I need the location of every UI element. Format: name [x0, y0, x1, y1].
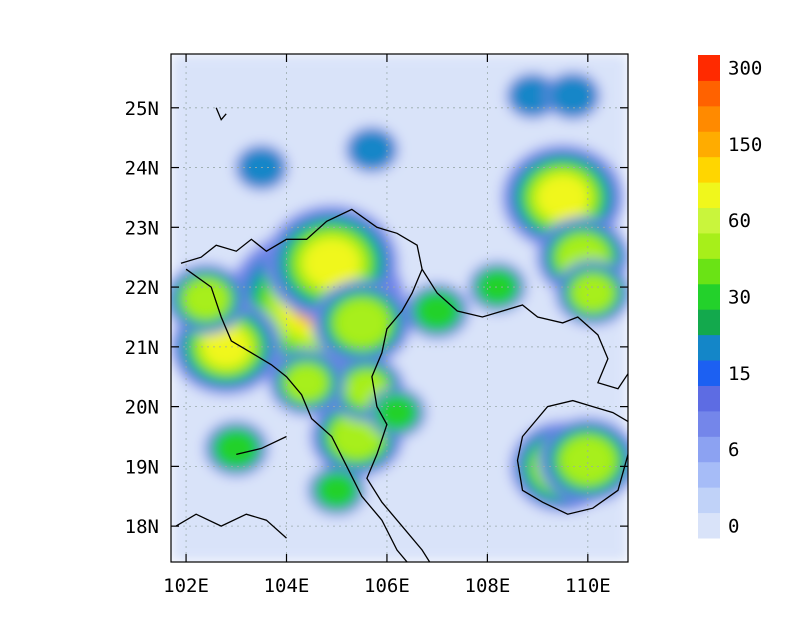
colorbar-swatch — [698, 410, 720, 437]
colorbar-swatch — [698, 105, 720, 132]
colorbar-swatch — [698, 385, 720, 412]
colorbar-label: 300 — [728, 58, 762, 80]
coastlines-borders — [175, 107, 628, 562]
hotspot-ring — [509, 76, 556, 116]
colorbar-swatch — [698, 131, 720, 158]
hotspot-ring — [549, 75, 597, 117]
hotspot-ring — [315, 472, 358, 509]
colorbar-swatch — [698, 182, 720, 209]
colorbar-label: 60 — [728, 210, 751, 232]
plot-frame — [170, 53, 629, 563]
colorbar-label: 6 — [728, 439, 739, 461]
colorbar-swatch — [698, 80, 720, 107]
hotspot-ring — [536, 174, 589, 221]
colorbar-label: 150 — [728, 134, 762, 156]
country-border — [185, 268, 408, 562]
hotspot-ring — [559, 435, 617, 485]
hotspot-ring — [303, 238, 361, 289]
country-border — [175, 513, 287, 539]
hotspot-ring — [213, 428, 260, 469]
vietnam-coastline — [366, 268, 431, 562]
y-tick-label: 23N — [125, 217, 159, 239]
precipitation-field — [171, 54, 628, 562]
country-border — [236, 435, 287, 456]
hotspot-ring — [376, 394, 418, 431]
hotspot-ring — [414, 290, 461, 331]
colorbar-label: 15 — [728, 363, 751, 385]
y-tick-label: 24N — [125, 158, 159, 180]
x-tick-label: 108E — [465, 575, 511, 597]
colorbar: 0 6 15 30 60 150 300 — [698, 55, 762, 539]
hotspot-ring — [330, 413, 384, 460]
hotspot-ring — [284, 363, 329, 402]
y-tick-label: 18N — [125, 516, 159, 538]
y-tick-label: 19N — [125, 456, 159, 478]
hotspot-ring — [182, 278, 230, 320]
colorbar-swatch — [698, 309, 720, 336]
colorbar-swatch — [698, 334, 720, 361]
hotspot-ring — [476, 268, 519, 306]
x-tick-label: 102E — [163, 575, 209, 597]
colorbar-swatch — [698, 283, 720, 310]
y-tick-label: 22N — [125, 277, 159, 299]
axes: 102E 104E 106E 108E 110E 18N 19N 20N 21N 22N 23N 24… — [125, 54, 628, 597]
grid-lines — [171, 54, 628, 562]
colorbar-swatch — [698, 461, 720, 488]
y-tick-label: 25N — [125, 98, 159, 120]
hainan-coastline — [516, 399, 628, 515]
colorbar-label: 30 — [728, 287, 751, 309]
colorbar-swatch — [698, 55, 720, 81]
x-tick-label: 110E — [565, 575, 611, 597]
hotspot-ring — [333, 298, 391, 348]
colorbar-label: 0 — [728, 515, 739, 537]
colorbar-swatch — [698, 512, 720, 539]
y-tick-label: 21N — [125, 337, 159, 359]
hotspot-ring — [571, 274, 615, 312]
colorbar-swatch — [698, 207, 720, 234]
country-border — [215, 107, 227, 121]
colorbar-swatch — [698, 487, 720, 514]
x-tick-label: 104E — [264, 575, 310, 597]
colorbar-swatch — [698, 156, 720, 183]
colorbar-swatch — [698, 258, 720, 285]
hotspot-ring — [349, 129, 395, 170]
colorbar-swatch — [698, 360, 720, 386]
x-tick-label: 106E — [364, 575, 410, 597]
colorbar-swatch — [698, 436, 720, 463]
y-tick-label: 20N — [125, 397, 159, 419]
colorbar-swatch — [698, 232, 720, 259]
